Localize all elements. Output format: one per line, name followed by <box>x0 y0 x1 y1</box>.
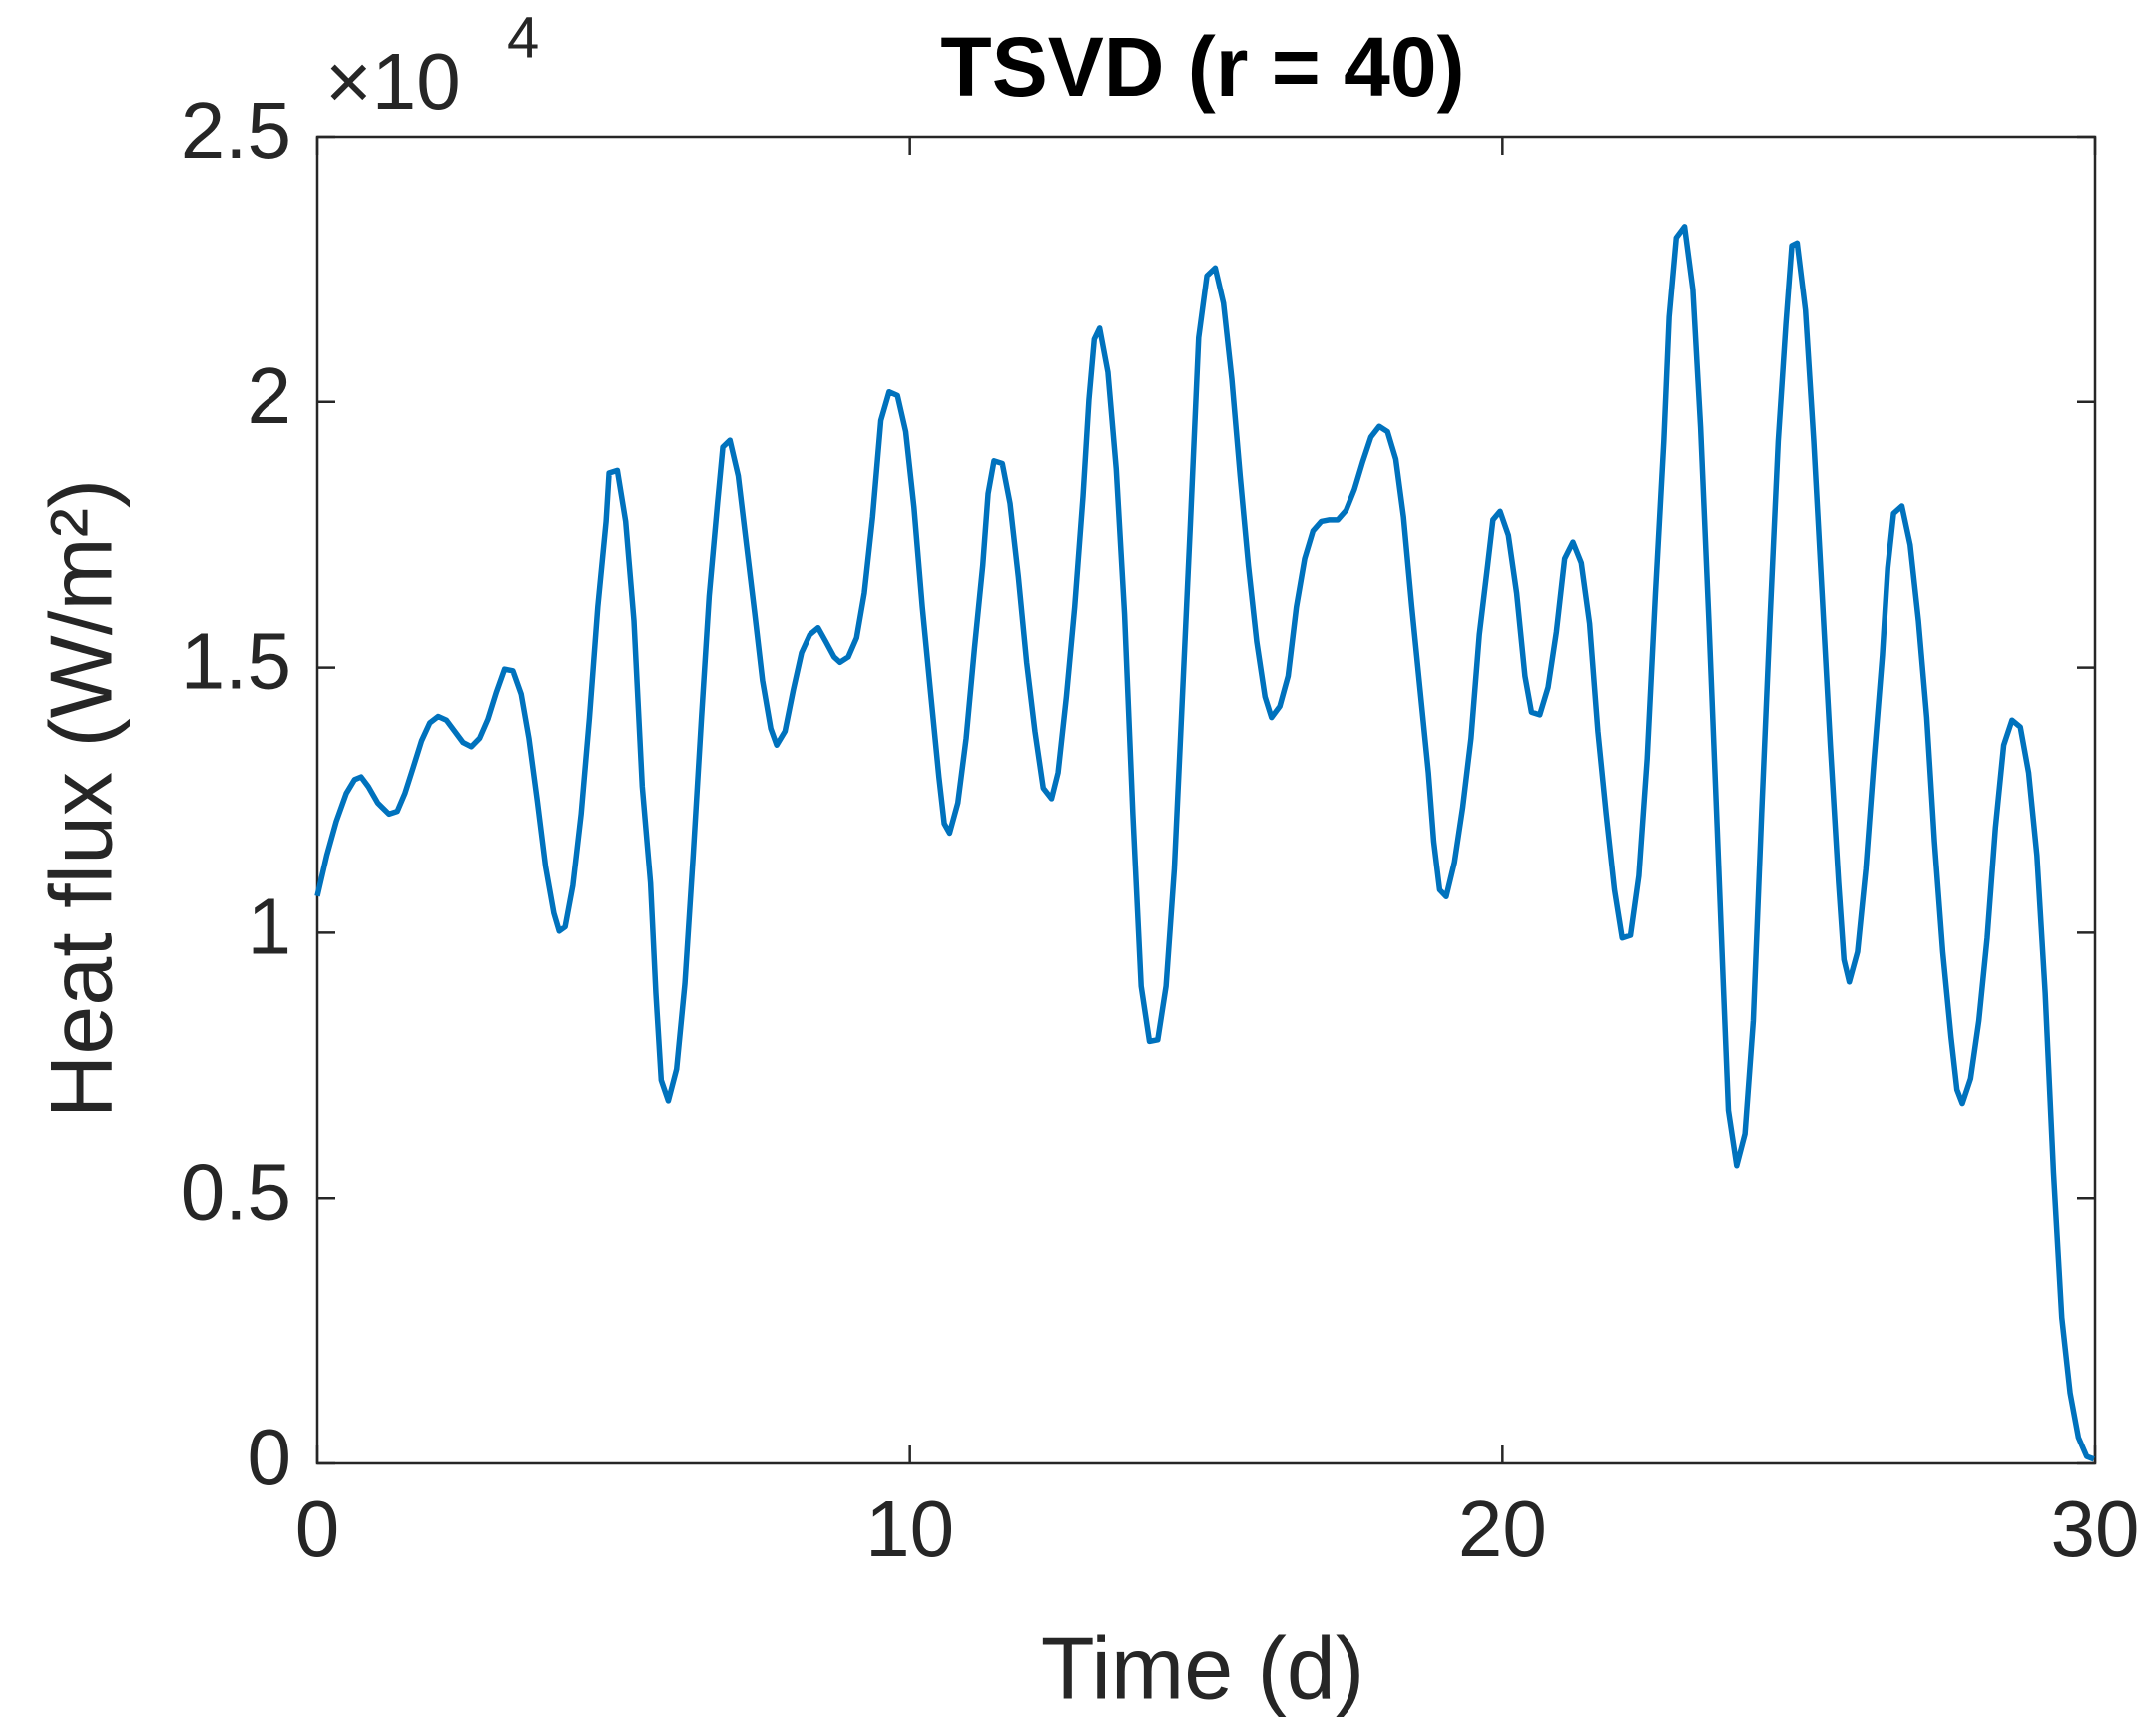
y-tick-label: 2 <box>248 351 292 440</box>
y-tick-label: 1 <box>248 882 292 971</box>
chart-title: TSVD (r = 40) <box>940 20 1464 114</box>
x-tick-label: 10 <box>865 1484 954 1573</box>
x-axis-label: Time (d) <box>1041 1618 1364 1717</box>
y-axis-label: Heat flux (W/m²) <box>31 479 130 1118</box>
data-line <box>314 224 2095 1462</box>
y-tick-label: 2.5 <box>181 86 291 175</box>
y-multiplier-exponent: 4 <box>507 5 539 70</box>
x-tick-label: 30 <box>2051 1484 2140 1573</box>
x-tick-label: 0 <box>295 1484 340 1573</box>
y-tick-label: 0.5 <box>181 1147 291 1236</box>
plot-box <box>315 135 2097 1465</box>
y-tick-label: 1.5 <box>181 617 291 706</box>
y-multiplier: ×10 <box>325 37 461 126</box>
x-tick-label: 20 <box>1458 1484 1547 1573</box>
y-tick-label: 0 <box>248 1413 292 1501</box>
